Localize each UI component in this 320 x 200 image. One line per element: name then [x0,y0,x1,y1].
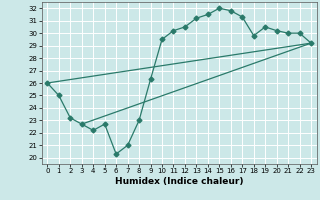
X-axis label: Humidex (Indice chaleur): Humidex (Indice chaleur) [115,177,244,186]
